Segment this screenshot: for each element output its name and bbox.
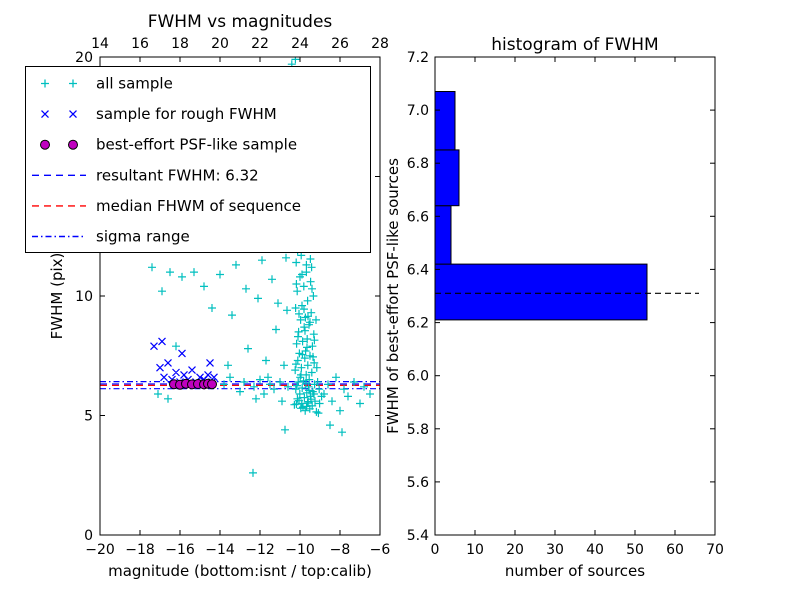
hist-title: histogram of FWHM — [491, 35, 658, 55]
y-tick-label: 10 — [75, 289, 93, 305]
x-top-tick-label: 16 — [131, 36, 149, 52]
y-tick-label: 5 — [84, 409, 93, 425]
hist-y-tick-label: 6.0 — [407, 369, 429, 385]
legend-entry-4: resultant FWHM: 6.32 — [32, 166, 259, 184]
legend-entry-label: sigma range — [96, 228, 190, 246]
hist-x-tick-label: 30 — [546, 542, 564, 558]
hist-xlabel: number of sources — [505, 562, 645, 580]
x-tick-label: −18 — [125, 542, 155, 558]
legend: all sample sample for rough FWHM best-effo… — [25, 66, 371, 253]
x-top-tick-label: 22 — [251, 36, 269, 52]
x-tick-label: −8 — [330, 542, 351, 558]
histogram-ticks: 0 10 20 30 40 50 60 70 5.4 5.6 5.8 6.0 6.2 6.4 6.6 6.8 7… — [407, 50, 724, 558]
legend-entry-1: all sample — [41, 75, 173, 93]
hist-y-tick-label: 7.0 — [407, 103, 429, 119]
hist-y-tick-label: 5.8 — [407, 422, 429, 438]
x-marker-icon — [69, 110, 77, 119]
hist-x-tick-label: 20 — [506, 542, 524, 558]
x-top-tick-label: 24 — [291, 36, 309, 52]
circle-marker-icon — [40, 139, 50, 150]
x-marker-icon — [41, 110, 49, 119]
y-tick-label: 20 — [75, 50, 93, 66]
scatter-ylabel: FWHM (pix) — [48, 253, 66, 340]
hist-y-tick-label: 6.8 — [407, 156, 429, 172]
legend-box — [25, 66, 371, 253]
legend-entry-5: median FHWM of sequence — [32, 197, 301, 215]
x-top-tick-label: 26 — [331, 36, 349, 52]
histogram-plot: 0 10 20 30 40 50 60 70 5.4 5.6 5.8 6.0 6.2 6.4 6.6 6.8 7… — [407, 50, 724, 558]
hist-y-tick-label: 6.6 — [407, 209, 429, 225]
hist-y-tick-label: 5.6 — [407, 475, 429, 491]
hist-x-tick-label: 60 — [666, 542, 684, 558]
legend-entry-6: sigma range — [32, 228, 190, 246]
x-tick-label: −20 — [85, 542, 115, 558]
scatter-title: FWHM vs magnitudes — [148, 12, 333, 32]
series-psf-like — [169, 378, 217, 390]
legend-entry-label: best-effort PSF-like sample — [96, 136, 297, 154]
x-tick-label: −16 — [165, 542, 195, 558]
histogram-bar — [434, 149, 460, 207]
legend-entry-label: median FHWM of sequence — [96, 197, 301, 215]
hist-x-tick-label: 70 — [706, 542, 724, 558]
x-tick-label: −10 — [285, 542, 315, 558]
hist-axes-frame — [434, 56, 716, 536]
histogram-bar — [434, 263, 648, 321]
hist-ylabel: FWHM of best-effort PSF-like sources — [384, 158, 402, 434]
legend-entry-3: best-effort PSF-like sample — [40, 136, 297, 154]
x-tick-label: −14 — [205, 542, 235, 558]
x-top-tick-label: 20 — [211, 36, 229, 52]
x-top-tick-label: 18 — [171, 36, 189, 52]
x-tick-label: −6 — [370, 542, 391, 558]
plus-marker-icon — [41, 79, 49, 88]
histogram-bar — [434, 91, 456, 151]
hist-y-tick-label: 5.4 — [407, 528, 429, 544]
hist-x-tick-label: 40 — [586, 542, 604, 558]
legend-entry-label: resultant FWHM: 6.32 — [96, 166, 259, 184]
hist-x-tick-label: 10 — [466, 542, 484, 558]
histogram-bars — [434, 91, 648, 321]
y-tick-label: 0 — [84, 528, 93, 544]
x-top-tick-label: 28 — [371, 36, 389, 52]
hist-y-tick-label: 6.4 — [407, 262, 429, 278]
legend-entry-2: sample for rough FWHM — [41, 105, 277, 123]
legend-entry-label: all sample — [96, 75, 173, 93]
hist-x-tick-label: 50 — [626, 542, 644, 558]
x-tick-label: −12 — [245, 542, 275, 558]
scatter-xlabel: magnitude (bottom:isnt / top:calib) — [108, 562, 372, 580]
circle-marker-icon — [68, 139, 78, 150]
plots-root: −20 −18 −16 −14 −12 −10 −8 −614 16 18 20 22 24 26 2805… — [25, 36, 724, 558]
legend-entry-label: sample for rough FWHM — [96, 105, 277, 123]
x-top-tick-label: 14 — [91, 36, 109, 52]
hist-y-tick-label: 6.2 — [407, 316, 429, 332]
histogram-bar — [434, 205, 452, 265]
plus-marker-icon — [69, 79, 77, 88]
hist-x-tick-label: 0 — [431, 542, 440, 558]
circle-marker — [207, 379, 217, 390]
hist-y-tick-label: 7.2 — [407, 50, 429, 66]
